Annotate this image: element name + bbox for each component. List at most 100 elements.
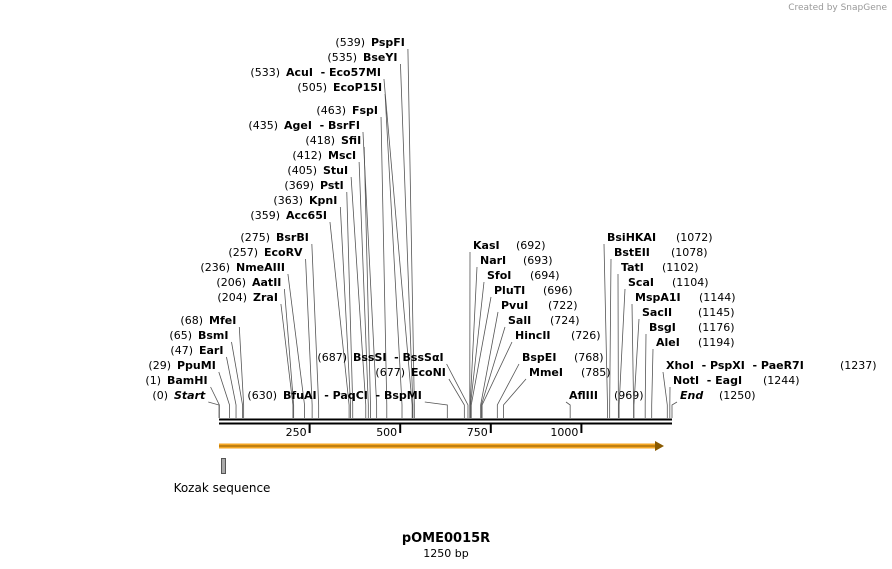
site-position: (65) bbox=[169, 329, 192, 342]
site-position: (236) bbox=[200, 261, 230, 274]
site-leader bbox=[496, 363, 520, 418]
site-name: PvuI bbox=[501, 299, 528, 312]
site-position: (785) bbox=[581, 366, 611, 379]
site-position: (1078) bbox=[671, 246, 708, 259]
site-leader bbox=[362, 131, 378, 418]
site-name: PluTI bbox=[494, 284, 525, 297]
site-leader bbox=[329, 221, 350, 418]
site-name: NmeAIII bbox=[236, 261, 285, 274]
site-name: SfiI bbox=[341, 134, 361, 147]
site-name: FspI bbox=[352, 104, 378, 117]
site-leader bbox=[481, 341, 513, 418]
site-name: NarI bbox=[480, 254, 506, 267]
site-name: NotI - EagI bbox=[673, 374, 742, 387]
site-leader bbox=[448, 378, 465, 418]
site-name: BstEII bbox=[614, 246, 650, 259]
site-position: (677) bbox=[375, 366, 405, 379]
site-name: AcuI - Eco57MI bbox=[286, 66, 381, 79]
scale-label: 500 bbox=[376, 426, 397, 439]
site-name: SalI bbox=[508, 314, 531, 327]
site-name: MscI bbox=[328, 149, 356, 162]
site-name: BssSI - BssSαI bbox=[353, 351, 444, 364]
site-leader bbox=[470, 296, 492, 418]
site-position: (1250) bbox=[719, 389, 756, 402]
site-position: (726) bbox=[571, 329, 601, 342]
site-position: (206) bbox=[216, 276, 246, 289]
title: pOME0015R bbox=[402, 531, 490, 546]
site-leader bbox=[503, 378, 527, 418]
site-position: (1144) bbox=[699, 291, 736, 304]
site-name: ScaI bbox=[628, 276, 654, 289]
site-name: AgeI - BsrFI bbox=[284, 119, 360, 132]
site-name: AleI bbox=[656, 336, 680, 349]
site-leader bbox=[305, 258, 313, 418]
site-leader bbox=[480, 311, 499, 418]
site-leader bbox=[470, 281, 485, 418]
site-leader bbox=[384, 93, 403, 418]
site-name: HincII bbox=[515, 329, 551, 342]
site-name: TatI bbox=[621, 261, 644, 274]
site-position: (687) bbox=[317, 351, 347, 364]
site-name: BsrBI bbox=[276, 231, 309, 244]
site-leader bbox=[651, 348, 654, 418]
site-position: (535) bbox=[327, 51, 357, 64]
site-position: (724) bbox=[550, 314, 580, 327]
site-position: (768) bbox=[574, 351, 604, 364]
site-leader bbox=[380, 116, 388, 418]
site-leader bbox=[565, 401, 571, 418]
site-position: (363) bbox=[273, 194, 303, 207]
site-name: Acc65I bbox=[286, 209, 327, 222]
site-name: Start bbox=[174, 389, 206, 402]
site-position: (696) bbox=[543, 284, 573, 297]
site-name: KpnI bbox=[309, 194, 337, 207]
site-name: BsiHKAI bbox=[607, 231, 656, 244]
site-position: (539) bbox=[335, 36, 365, 49]
site-leader bbox=[603, 243, 608, 418]
site-leader bbox=[662, 371, 668, 418]
site-position: (418) bbox=[305, 134, 335, 147]
site-name: StuI bbox=[323, 164, 348, 177]
feature-arrow-head bbox=[655, 441, 664, 451]
site-leader bbox=[446, 363, 469, 418]
site-leader bbox=[633, 318, 640, 418]
credit: Created by SnapGene bbox=[788, 3, 887, 13]
site-position: (692) bbox=[516, 239, 546, 252]
site-position: (1072) bbox=[676, 231, 713, 244]
site-name: SfoI bbox=[487, 269, 511, 282]
site-name: BamHI bbox=[167, 374, 208, 387]
site-position: (204) bbox=[217, 291, 247, 304]
site-position: (47) bbox=[170, 344, 193, 357]
site-position: (1176) bbox=[698, 321, 735, 334]
site-position: (435) bbox=[248, 119, 278, 132]
site-name: EcoNI bbox=[411, 366, 446, 379]
feature-label: Kozak sequence bbox=[174, 481, 271, 495]
site-name: XhoI - PspXI - PaeR7I bbox=[666, 359, 804, 372]
site-name: PspFI bbox=[371, 36, 405, 49]
site-position: (68) bbox=[180, 314, 203, 327]
site-position: (1237) bbox=[840, 359, 877, 372]
site-name: BfuAI - PaqCI - BspMI bbox=[283, 389, 422, 402]
site-position: (405) bbox=[287, 164, 317, 177]
site-position: (1145) bbox=[698, 306, 735, 319]
scale-label: 250 bbox=[286, 426, 307, 439]
scale-label: 1000 bbox=[550, 426, 578, 439]
site-leader bbox=[671, 401, 678, 418]
site-leader bbox=[283, 288, 295, 418]
site-position: (505) bbox=[297, 81, 327, 94]
site-position: (412) bbox=[292, 149, 322, 162]
site-position: (533) bbox=[250, 66, 280, 79]
site-leader bbox=[287, 273, 305, 418]
site-name: MfeI bbox=[209, 314, 236, 327]
site-name: EcoRV bbox=[264, 246, 303, 259]
site-leader bbox=[280, 303, 294, 418]
site-leader bbox=[346, 191, 354, 418]
site-leader bbox=[231, 341, 243, 418]
kozak-feature bbox=[221, 458, 226, 474]
site-leader bbox=[210, 386, 220, 418]
site-name: SacII bbox=[642, 306, 672, 319]
site-name: MspA1I bbox=[635, 291, 681, 304]
site-name: End bbox=[680, 389, 703, 402]
scale-label: 750 bbox=[467, 426, 488, 439]
site-leader bbox=[238, 326, 245, 418]
